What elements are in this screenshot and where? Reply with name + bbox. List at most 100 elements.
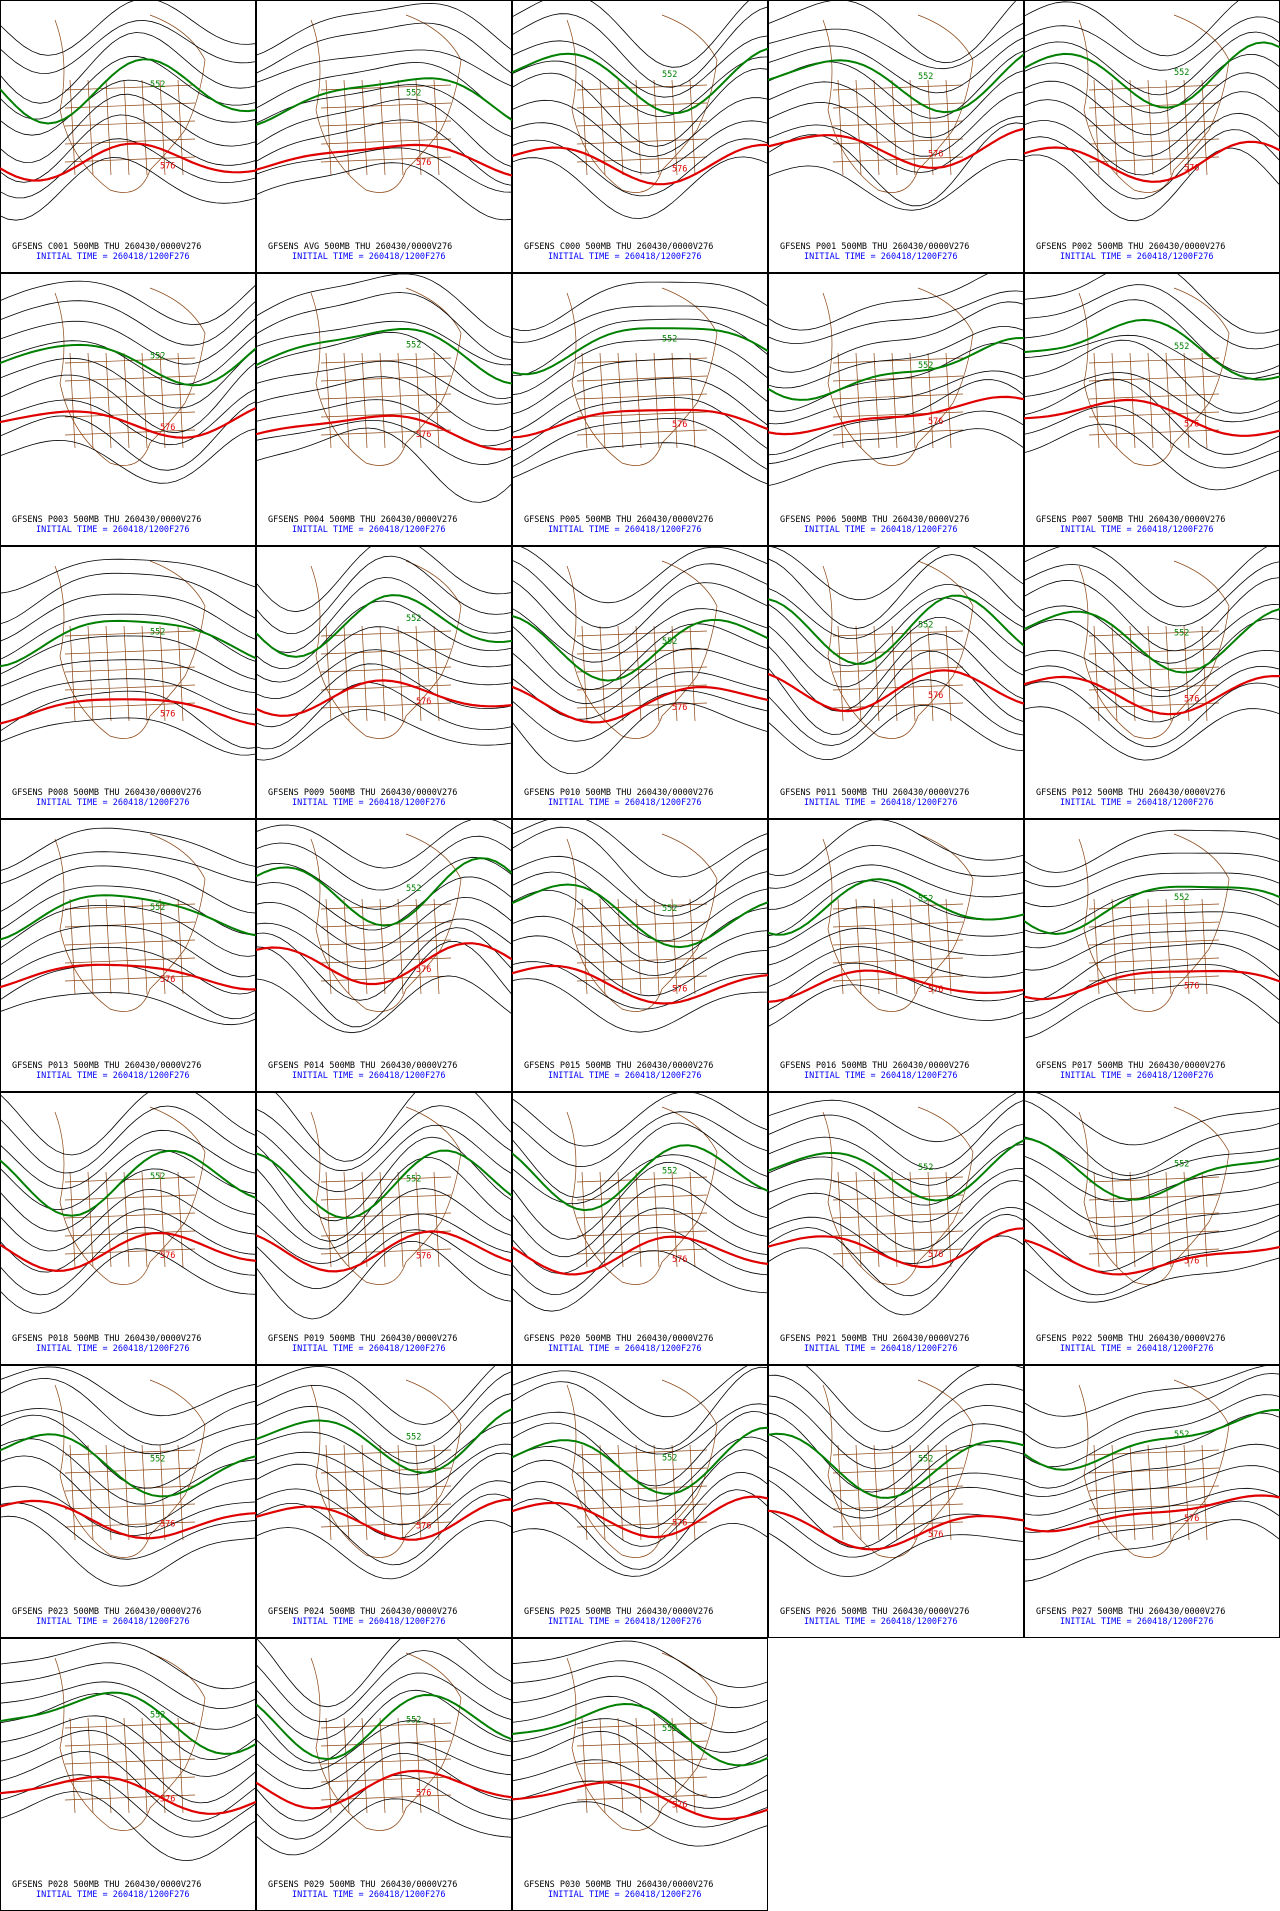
state-line [320, 630, 452, 637]
height-contour [1024, 147, 1280, 222]
state-line [855, 1171, 862, 1268]
height-contour [256, 1240, 512, 1320]
state-line [576, 921, 708, 928]
contour-label: 576 [672, 703, 687, 713]
height-contour [274, 1092, 512, 1162]
state-line [617, 1444, 624, 1541]
height-contour [0, 905, 256, 957]
state-line [105, 352, 112, 449]
state-line [891, 79, 898, 176]
state-line [832, 357, 964, 364]
state-line [1088, 684, 1220, 691]
panel-init-time: INITIAL TIME = 260418/1200F276 [804, 798, 958, 808]
state-line [320, 1248, 452, 1255]
height-contour [0, 717, 256, 756]
state-line [576, 84, 708, 91]
panel-init-time: INITIAL TIME = 260418/1200F276 [36, 1890, 190, 1900]
contour-552 [0, 1433, 256, 1498]
contour-576 [256, 1498, 512, 1541]
state-line [576, 1503, 708, 1510]
height-contour [1024, 1230, 1280, 1296]
state-line [64, 630, 196, 637]
state-line [1093, 352, 1100, 449]
state-line [320, 1794, 452, 1801]
panel-title: GFSENS P010 500MB THU 260430/0000V276 [524, 788, 713, 798]
panel-title: GFSENS P028 500MB THU 260430/0000V276 [12, 1880, 201, 1890]
contour-552 [512, 327, 768, 376]
height-contour [256, 1213, 512, 1265]
state-line [855, 625, 862, 722]
state-line [832, 630, 964, 637]
state-line [832, 939, 964, 946]
map-panel: 552 576 GFSENS P022 500MB THU 260430/0000V… [1024, 1092, 1280, 1365]
height-contour [768, 301, 1024, 373]
coastline [310, 560, 462, 739]
height-contour [256, 162, 512, 221]
height-contour [0, 1642, 256, 1690]
height-contour [1032, 1092, 1280, 1146]
contour-552 [256, 594, 512, 658]
contour-label: 576 [416, 697, 431, 707]
state-line [379, 1717, 386, 1814]
state-line [320, 429, 452, 436]
height-contour [1024, 852, 1280, 888]
state-line [1129, 1444, 1136, 1541]
state-line [832, 102, 964, 109]
map-outline [54, 14, 206, 193]
map-panel: 552 576 GFSENS P008 500MB THU 260430/0000V… [0, 546, 256, 819]
state-line [832, 903, 964, 910]
state-line [320, 666, 452, 673]
state-line [64, 1449, 196, 1456]
panel-border [768, 1365, 1024, 1638]
coastline [1078, 287, 1230, 466]
panel-init-time: INITIAL TIME = 260418/1200F276 [548, 1071, 702, 1081]
height-contour [1024, 112, 1280, 176]
state-line [832, 1176, 964, 1183]
panel-title: GFSENS P025 500MB THU 260430/0000V276 [524, 1607, 713, 1617]
contour-label: 576 [1184, 694, 1199, 704]
height-contour [768, 159, 1024, 211]
height-contour [256, 1650, 512, 1723]
height-contour [512, 855, 768, 917]
panel-init-time: INITIAL TIME = 260418/1200F276 [36, 1071, 190, 1081]
state-line [1088, 357, 1220, 364]
state-line [415, 1171, 422, 1268]
height-contour [768, 946, 1024, 988]
coastline [54, 833, 206, 1012]
contour-label: 552 [1174, 342, 1189, 352]
map-panel: 552 576 GFSENS P012 500MB THU 260430/0000V… [1024, 546, 1280, 819]
contour-label: 552 [662, 637, 677, 647]
state-line [837, 1444, 844, 1541]
state-line [617, 1717, 624, 1814]
height-contour [512, 1730, 768, 1799]
state-line [581, 1717, 588, 1814]
height-contour [768, 1099, 1024, 1170]
height-contour [512, 1695, 768, 1753]
state-line [617, 352, 624, 449]
state-line [832, 120, 964, 127]
state-line [177, 898, 184, 995]
state-line [1147, 625, 1154, 722]
height-contour [0, 635, 256, 680]
contour-label: 576 [928, 691, 943, 701]
height-contour [256, 600, 512, 670]
caption-bg [1025, 1055, 1279, 1089]
contour-label: 576 [672, 1255, 687, 1265]
contour-label: 576 [416, 158, 431, 168]
state-line [945, 898, 952, 995]
panel-init-time: INITIAL TIME = 260418/1200F276 [36, 798, 190, 808]
state-line [1093, 1171, 1100, 1268]
panel-border [1024, 546, 1280, 819]
state-line [576, 684, 708, 691]
state-line [379, 898, 386, 995]
map-panel: 552 576 GFSENS P019 500MB THU 260430/0000V… [256, 1092, 512, 1365]
state-line [576, 1176, 708, 1183]
caption-bg [1, 1328, 255, 1362]
map-outline [310, 560, 462, 739]
panel-title: GFSENS P018 500MB THU 260430/0000V276 [12, 1334, 201, 1344]
panel-title: GFSENS P012 500MB THU 260430/0000V276 [1036, 788, 1225, 798]
state-line [832, 138, 964, 145]
panel-border [256, 1365, 512, 1638]
panel-init-time: INITIAL TIME = 260418/1200F276 [548, 1617, 702, 1627]
state-line [159, 898, 166, 995]
